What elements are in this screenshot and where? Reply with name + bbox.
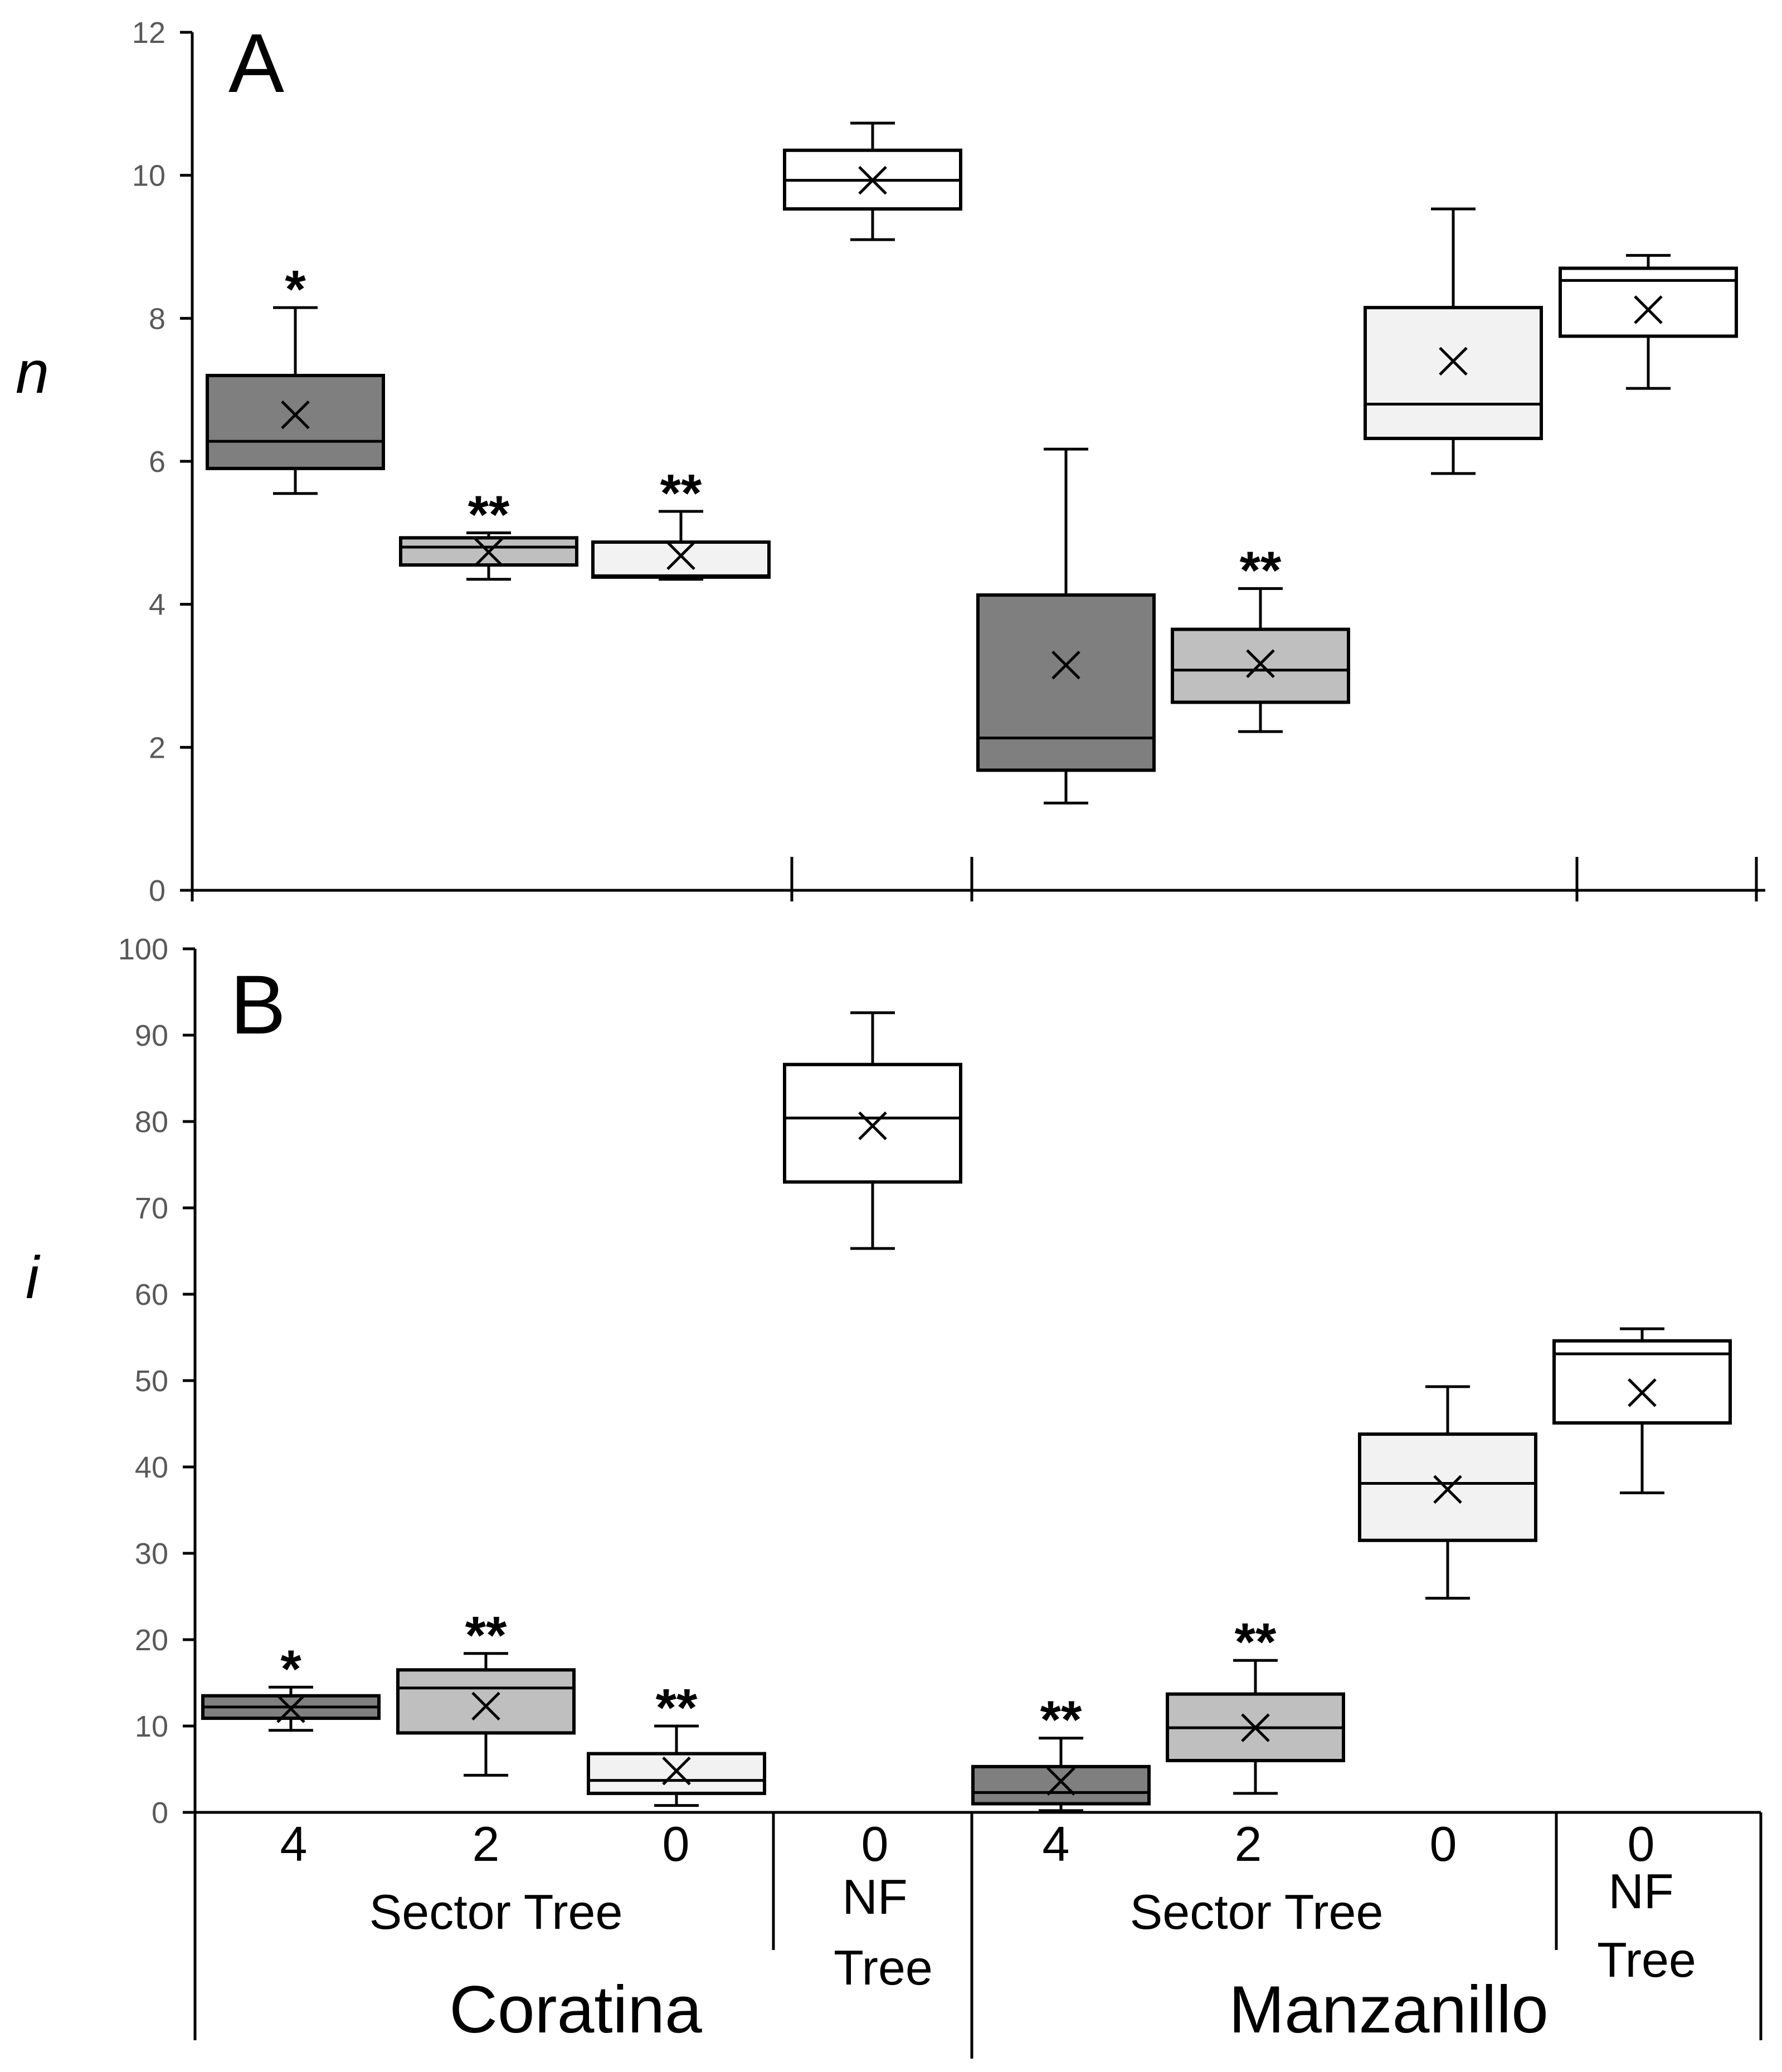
mean-marker [1439,347,1468,376]
category-label: 0 [861,1816,889,1871]
box-plot: ** [587,1678,766,1807]
y-tick-label: 70 [135,1192,168,1225]
mean-marker [858,165,887,195]
y-tick-label: 40 [135,1451,168,1484]
x-category-table: 4 2 0 0 4 2 0 0 Sector Tree NF Tree Sect… [193,1812,1762,2059]
mean-marker [276,1694,305,1723]
mean-marker [1241,1713,1270,1742]
iqr-box [591,540,771,579]
box-plot [1559,253,1738,390]
mean-marker [858,1111,887,1140]
significance-annotation: ** [660,464,702,523]
mean-marker [281,400,310,430]
box-plot: * [206,260,385,495]
y-tick-label: 30 [135,1537,168,1571]
category-label: 0 [1430,1816,1457,1871]
iqr-box [1559,266,1738,338]
group-label-nf-tree: NF [1608,1864,1673,1919]
y-tick-label: 10 [132,159,165,193]
panel-a-label: A [228,16,284,110]
significance-annotation: * [285,260,306,319]
category-label: 4 [1043,1816,1070,1871]
group-label-nf-tree: Tree [834,1940,933,1995]
mean-marker [662,1756,691,1786]
y-tick-label: 6 [149,445,165,479]
y-tick-label: 100 [118,933,168,966]
group-label-sector-tree: Sector Tree [1130,1884,1384,1939]
box-plot [1364,207,1543,475]
significance-annotation: ** [1040,1690,1082,1750]
y-tick-label: 50 [135,1364,168,1398]
panel-b-label: B [230,958,286,1051]
box-plot [976,447,1156,805]
y-tick-label: 12 [132,16,165,50]
y-tick-label: 2 [149,731,165,764]
category-label: 0 [663,1816,690,1871]
mean-marker [474,538,503,567]
panel-a-y-axis-label: n [16,338,49,406]
box-plot: ** [396,1606,576,1777]
significance-annotation: ** [465,1606,507,1665]
box-plot: ** [399,485,578,581]
significance-annotation: * [280,1639,301,1699]
iqr-box [783,1062,962,1184]
significance-annotation: ** [1235,1612,1277,1672]
iqr-box [206,374,385,470]
box-plot [783,121,962,241]
box-plot: ** [971,1690,1151,1812]
significance-annotation: ** [468,485,510,544]
mean-marker [1046,1767,1075,1796]
category-label: 0 [1628,1816,1655,1871]
panel-a-y-ticks: 0 2 4 6 8 10 12 [132,16,192,908]
y-tick-label: 10 [135,1710,168,1743]
y-tick-label: 8 [149,302,165,335]
iqr-box [396,1668,576,1735]
panel-b-y-axis-label: i [26,1244,41,1311]
iqr-box [587,1752,766,1795]
y-tick-label: 60 [135,1278,168,1312]
y-tick-label: 90 [135,1019,168,1052]
panel-b-boxes: ***** **** [201,1011,1732,1812]
group-label-nf-tree: NF [842,1869,907,1924]
iqr-box [976,593,1156,772]
y-tick-label: 0 [152,1796,168,1830]
cultivar-label-coratina: Coratina [449,1972,702,2047]
category-label: 2 [1235,1816,1262,1871]
mean-marker [471,1691,500,1721]
y-tick-label: 4 [149,588,165,622]
y-tick-label: 80 [135,1105,168,1139]
panel-a-boxes: *** **** [206,121,1738,805]
iqr-box [1171,627,1350,704]
box-plot: ** [1171,540,1350,733]
category-label: 4 [280,1816,308,1871]
significance-annotation: ** [656,1678,698,1738]
y-tick-label: 0 [149,874,165,908]
iqr-box [1364,306,1543,440]
y-tick-label: 20 [135,1624,168,1657]
iqr-box [1358,1432,1537,1542]
category-label: 2 [473,1816,500,1871]
box-plot: ** [591,464,771,581]
mean-marker [1433,1475,1462,1504]
mean-marker [666,541,695,571]
group-label-nf-tree: Tree [1597,1932,1696,1987]
mean-marker [1628,1378,1657,1407]
iqr-box [971,1764,1151,1806]
significance-annotation: ** [1240,540,1282,600]
mean-marker [1246,649,1275,678]
cultivar-label-manzanillo: Manzanillo [1229,1972,1549,2047]
group-label-sector-tree: Sector Tree [369,1884,623,1939]
panel-b-y-ticks: 0 10 20 30 40 50 60 70 80 90 100 [118,933,195,1830]
box-plot [1358,1385,1537,1600]
mean-marker [1634,295,1663,324]
box-plot: * [201,1639,381,1732]
box-plot [1552,1327,1732,1494]
box-plot: ** [1166,1612,1345,1795]
box-plot [783,1011,962,1250]
mean-marker [1051,650,1080,680]
